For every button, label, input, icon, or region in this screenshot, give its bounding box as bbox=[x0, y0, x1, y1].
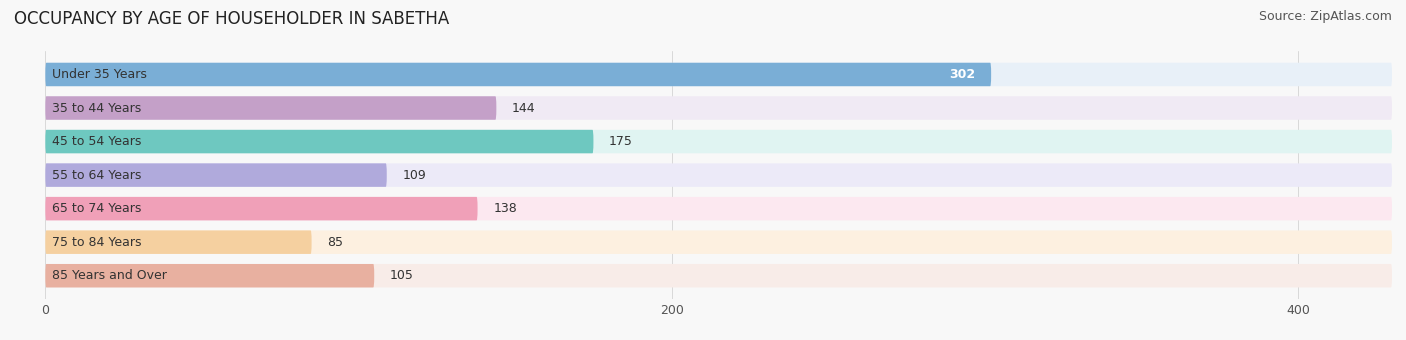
FancyBboxPatch shape bbox=[45, 130, 1392, 153]
FancyBboxPatch shape bbox=[45, 197, 1392, 220]
FancyBboxPatch shape bbox=[45, 163, 1392, 187]
FancyBboxPatch shape bbox=[45, 130, 593, 153]
Text: 144: 144 bbox=[512, 102, 536, 115]
Text: 175: 175 bbox=[609, 135, 633, 148]
Text: 105: 105 bbox=[389, 269, 413, 282]
FancyBboxPatch shape bbox=[45, 231, 312, 254]
Text: 45 to 54 Years: 45 to 54 Years bbox=[52, 135, 141, 148]
Text: Under 35 Years: Under 35 Years bbox=[52, 68, 146, 81]
FancyBboxPatch shape bbox=[45, 231, 1392, 254]
FancyBboxPatch shape bbox=[45, 96, 1392, 120]
Text: 109: 109 bbox=[402, 169, 426, 182]
FancyBboxPatch shape bbox=[45, 264, 1392, 287]
Text: 85: 85 bbox=[328, 236, 343, 249]
Text: Source: ZipAtlas.com: Source: ZipAtlas.com bbox=[1258, 10, 1392, 23]
Text: OCCUPANCY BY AGE OF HOUSEHOLDER IN SABETHA: OCCUPANCY BY AGE OF HOUSEHOLDER IN SABET… bbox=[14, 10, 450, 28]
FancyBboxPatch shape bbox=[45, 63, 991, 86]
Text: 85 Years and Over: 85 Years and Over bbox=[52, 269, 166, 282]
FancyBboxPatch shape bbox=[45, 63, 1392, 86]
Text: 302: 302 bbox=[949, 68, 976, 81]
FancyBboxPatch shape bbox=[45, 163, 387, 187]
FancyBboxPatch shape bbox=[45, 264, 374, 287]
Text: 75 to 84 Years: 75 to 84 Years bbox=[52, 236, 141, 249]
Text: 55 to 64 Years: 55 to 64 Years bbox=[52, 169, 141, 182]
Text: 138: 138 bbox=[494, 202, 517, 215]
Text: 35 to 44 Years: 35 to 44 Years bbox=[52, 102, 141, 115]
FancyBboxPatch shape bbox=[45, 197, 478, 220]
Text: 65 to 74 Years: 65 to 74 Years bbox=[52, 202, 141, 215]
FancyBboxPatch shape bbox=[45, 96, 496, 120]
